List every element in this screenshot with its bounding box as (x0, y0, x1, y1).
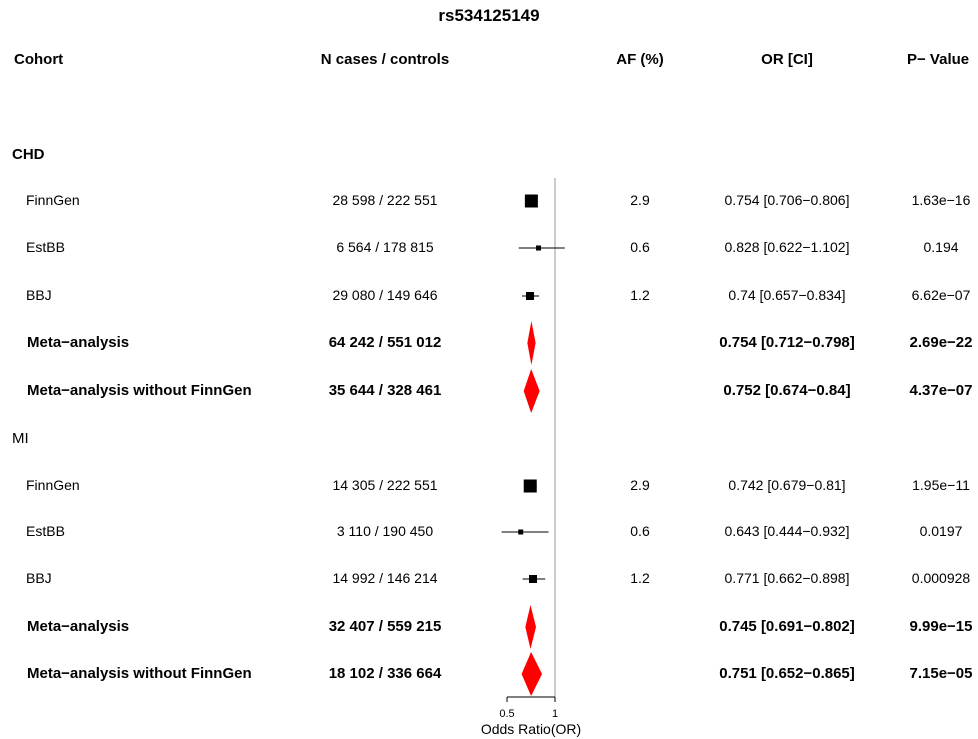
point-estimate (526, 292, 535, 300)
n-cases-controls: 3 110 / 190 450 (336, 523, 434, 539)
or-ci-value: 0.828 [0.622−1.102] (724, 239, 850, 255)
af-value: 0.6 (630, 239, 650, 255)
meta-diamond (521, 652, 543, 696)
p-value: 0.0197 (919, 523, 963, 539)
n-cases-controls: 14 992 / 146 214 (332, 570, 438, 586)
group-label: MI (12, 430, 29, 447)
or-ci-value: 0.745 [0.691−0.802] (719, 618, 855, 635)
cohort-label: BBJ (26, 570, 52, 586)
column-header-n: N cases / controls (320, 51, 450, 68)
p-value: 6.62e−07 (911, 287, 971, 303)
p-value: 9.99e−15 (909, 618, 973, 635)
or-ci-value: 0.771 [0.662−0.898] (724, 570, 850, 586)
n-cases-controls: 18 102 / 336 664 (328, 665, 442, 682)
cohort-label: BBJ (26, 287, 52, 303)
cohort-label: Meta−analysis (27, 334, 130, 351)
or-ci-value: 0.754 [0.706−0.806] (724, 192, 850, 208)
cohort-label: Meta−analysis without FinnGen (27, 665, 252, 682)
n-cases-controls: 35 644 / 328 461 (328, 382, 442, 399)
column-header-cohort: Cohort (14, 51, 64, 68)
or-ci-value: 0.742 [0.679−0.81] (728, 477, 846, 493)
af-value: 1.2 (630, 287, 650, 303)
meta-diamond (525, 605, 536, 649)
or-ci-value: 0.751 [0.652−0.865] (719, 665, 855, 682)
x-tick-label: 0.5 (499, 708, 514, 720)
meta-diamond (523, 369, 540, 413)
p-value: 7.15e−05 (909, 665, 973, 682)
chart-title: rs534125149 (438, 6, 540, 25)
cohort-label: EstBB (26, 523, 65, 539)
cohort-label: Meta−analysis (27, 618, 130, 635)
p-value: 1.95e−11 (912, 477, 970, 493)
af-value: 0.6 (630, 523, 650, 539)
cohort-label: Meta−analysis without FinnGen (27, 382, 252, 399)
x-tick-label: 1 (552, 708, 558, 720)
p-value: 2.69e−22 (909, 334, 973, 351)
n-cases-controls: 28 598 / 222 551 (332, 192, 438, 208)
or-ci-value: 0.752 [0.674−0.84] (723, 382, 851, 399)
cohort-label: FinnGen (26, 192, 80, 208)
n-cases-controls: 29 080 / 149 646 (332, 287, 438, 303)
cohort-label: EstBB (26, 239, 65, 255)
point-estimate (524, 194, 538, 208)
p-value: 0.194 (923, 239, 959, 255)
or-ci-value: 0.74 [0.657−0.834] (728, 287, 846, 303)
p-value: 0.000928 (911, 570, 971, 586)
column-header-af: AF (%) (616, 51, 664, 68)
point-estimate (529, 575, 538, 583)
af-value: 2.9 (630, 192, 650, 208)
point-estimate (535, 245, 541, 251)
cohort-label: FinnGen (26, 477, 80, 493)
group-label: CHD (12, 146, 45, 163)
column-header-p: P− Value (907, 51, 970, 68)
n-cases-controls: 32 407 / 559 215 (328, 618, 442, 635)
af-value: 1.2 (630, 570, 650, 586)
meta-diamond (527, 321, 536, 365)
n-cases-controls: 6 564 / 178 815 (336, 239, 434, 255)
point-estimate (518, 529, 524, 535)
x-axis-title: Odds Ratio(OR) (481, 721, 581, 737)
n-cases-controls: 14 305 / 222 551 (332, 477, 438, 493)
p-value: 1.63e−16 (911, 192, 971, 208)
or-ci-value: 0.643 [0.444−0.932] (724, 523, 850, 539)
p-value: 4.37e−07 (909, 382, 973, 399)
n-cases-controls: 64 242 / 551 012 (328, 334, 442, 351)
column-header-or: OR [CI] (761, 51, 813, 68)
point-estimate (523, 479, 537, 493)
af-value: 2.9 (630, 477, 650, 493)
or-ci-value: 0.754 [0.712−0.798] (719, 334, 855, 351)
